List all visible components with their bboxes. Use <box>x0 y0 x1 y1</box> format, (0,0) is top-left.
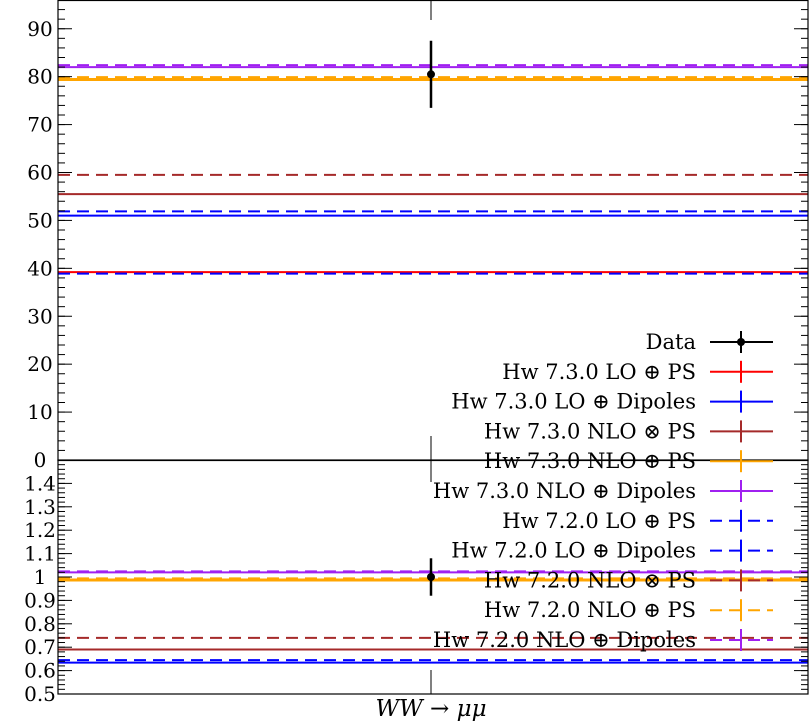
legend-label-5: Hw 7.3.0 NLO ⊕ Dipoles <box>433 479 696 503</box>
main-tick-label: 20 <box>27 352 52 376</box>
main-panel-lines <box>58 64 808 275</box>
legend-swatch-data-marker <box>737 338 745 346</box>
data-point-marker <box>427 70 435 79</box>
ratio-tick-label: 1.1 <box>24 542 56 566</box>
ratio-panel-frame <box>57 459 809 695</box>
legend-label-9: Hw 7.2.0 NLO ⊕ PS <box>484 598 696 622</box>
ratio-tick-label: 1.3 <box>24 495 56 519</box>
legend-label-6: Hw 7.2.0 LO ⊕ PS <box>502 509 696 533</box>
x-axis-label: WW → μμ <box>375 696 486 722</box>
main-tick-label: 60 <box>27 161 52 185</box>
ratio-tick-label: 0.8 <box>24 612 56 636</box>
ratio-tick-label: 0.7 <box>24 635 56 659</box>
legend-label-4: Hw 7.3.0 NLO ⊕ PS <box>484 449 696 473</box>
data-points <box>427 40 435 596</box>
ratio-y-axis: 0.50.60.70.80.911.11.21.31.4 <box>24 464 808 706</box>
legend-label-1: Hw 7.3.0 LO ⊕ PS <box>502 360 696 384</box>
main-tick-label: 70 <box>27 113 52 137</box>
ratio-tick-label: 1 <box>34 565 47 589</box>
ratio-tick-label: 0.6 <box>24 659 56 683</box>
main-tick-label: 90 <box>27 17 52 41</box>
legend-label-3: Hw 7.3.0 NLO ⊗ PS <box>484 419 696 443</box>
legend-label-0: Data <box>646 330 696 354</box>
ratio-tick-label: 0.9 <box>24 588 56 612</box>
legend-label-7: Hw 7.2.0 LO ⊕ Dipoles <box>451 539 696 563</box>
ratio-tick-label: 1.2 <box>24 518 56 542</box>
main-tick-label: 80 <box>27 65 52 89</box>
main-tick-label: 10 <box>27 400 52 424</box>
main-tick-label: 0 <box>34 448 47 472</box>
ratio-tick-label: 0.5 <box>24 682 56 706</box>
main-tick-label: 40 <box>27 256 52 280</box>
main-y-axis: 0 10 20 30 40 50 60 70 80 90 <box>27 0 808 472</box>
legend-label-10: Hw 7.2.0 NLO ⊕ Dipoles <box>433 628 696 652</box>
main-tick-label: 30 <box>27 304 52 328</box>
ratio-tick-label: 1.4 <box>24 471 56 495</box>
legend-label-2: Hw 7.3.0 LO ⊕ Dipoles <box>451 390 696 414</box>
main-tick-label: 50 <box>27 208 52 232</box>
legend-label-8: Hw 7.2.0 NLO ⊗ PS <box>484 568 696 592</box>
data-ratio-point-marker <box>427 573 435 581</box>
panel-frames <box>57 0 809 695</box>
legend: Data Hw 7.3.0 LO ⊕ PS Hw 7.3.0 LO ⊕ Dipole… <box>433 330 773 652</box>
